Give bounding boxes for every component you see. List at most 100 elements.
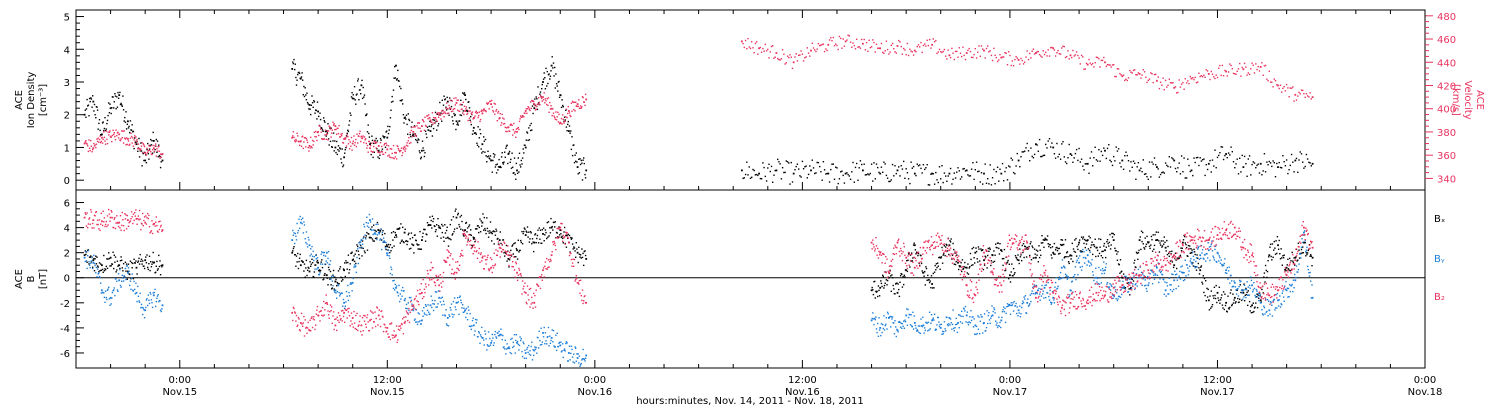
scatter-dot-ion-density [1293, 171, 1295, 173]
scatter-dot-ion-density [487, 150, 489, 152]
scatter-dot-ion-density [510, 158, 512, 161]
scatter-dot-velocity [480, 110, 482, 112]
scatter-dot-by [132, 289, 134, 291]
scatter-dot-velocity [351, 149, 353, 151]
scatter-dot-ion-density [101, 122, 104, 124]
scatter-dot-bx [1283, 254, 1285, 256]
scatter-dot-bx [990, 264, 992, 267]
scatter-dot-ion-density [324, 130, 327, 133]
scatter-dot-bx [399, 242, 401, 244]
scatter-dot-by [1076, 259, 1078, 261]
scatter-dot-velocity [1251, 62, 1253, 64]
scatter-dot-velocity [922, 44, 925, 47]
scatter-dot-bx [345, 262, 348, 264]
scatter-dot-bx [1232, 293, 1234, 295]
scatter-dot-velocity [849, 41, 852, 43]
scatter-dot-bx [1016, 259, 1018, 261]
scatter-dot-ion-density [116, 96, 118, 98]
point-by-2-40 [1216, 251, 1219, 254]
scatter-dot-bx [1237, 297, 1239, 300]
point-velocity-2-24 [1156, 79, 1158, 82]
scatter-dot-by [1204, 254, 1206, 256]
scatter-dot-velocity [470, 112, 472, 114]
scatter-dot-velocity [566, 116, 568, 119]
point-by-1-4 [325, 251, 328, 254]
scatter-dot-bx [982, 249, 984, 251]
scatter-dot-bx [311, 262, 314, 264]
scatter-dot-velocity [529, 109, 531, 112]
scatter-dot-bz [148, 214, 150, 217]
scatter-dot-by [930, 314, 933, 316]
scatter-dot-ion-density [1224, 154, 1226, 157]
scatter-dot-bx [527, 236, 529, 238]
scatter-dot-bx [409, 238, 411, 240]
point-velocity-2-8 [879, 47, 882, 50]
scatter-dot-by [979, 320, 981, 322]
scatter-dot-by [338, 291, 340, 294]
scatter-dot-ion-density [1068, 143, 1070, 146]
scatter-dot-bx [911, 260, 913, 262]
point-ion-density-1-5 [334, 146, 337, 149]
scatter-dot-ion-density [1300, 153, 1303, 155]
scatter-dot-bx [99, 269, 101, 272]
scatter-dot-bx [517, 239, 519, 241]
scatter-dot-by [1308, 275, 1311, 277]
scatter-dot-bx [100, 263, 102, 265]
scatter-dot-by [1303, 230, 1306, 232]
scatter-dot-by [462, 304, 464, 306]
scatter-dot-by [295, 235, 297, 237]
scatter-dot-velocity [1030, 57, 1032, 59]
scatter-dot-by [1135, 283, 1137, 285]
scatter-dot-ion-density [1192, 174, 1194, 177]
scatter-dot-ion-density [828, 181, 831, 183]
scatter-dot-bx [463, 229, 466, 232]
scatter-dot-velocity [340, 133, 342, 135]
point-bz-0-9 [161, 229, 164, 231]
scatter-dot-by [1276, 307, 1278, 309]
scatter-dot-bx [444, 232, 447, 234]
scatter-dot-by [294, 232, 296, 235]
scatter-dot-by [440, 297, 442, 299]
scatter-dot-by [1293, 287, 1295, 289]
scatter-dot-bx [470, 229, 472, 231]
scatter-dot-bx [950, 238, 952, 240]
scatter-dot-velocity [520, 115, 522, 117]
scatter-dot-by [1163, 293, 1165, 295]
scatter-dot-bx [1184, 242, 1186, 244]
point-velocity-1-13 [403, 146, 406, 148]
scatter-dot-bx [1137, 252, 1140, 254]
scatter-dot-bx [1148, 245, 1151, 247]
scatter-dot-ion-density [104, 117, 106, 119]
scatter-dot-velocity [106, 138, 108, 141]
scatter-dot-velocity [327, 130, 330, 132]
scatter-dot-bx [1311, 265, 1313, 267]
scatter-dot-by [410, 299, 413, 302]
scatter-dot-bx [336, 281, 338, 284]
point-bx-1-22 [481, 221, 484, 224]
scatter-dot-bx [301, 260, 303, 262]
scatter-dot-ion-density [550, 70, 552, 72]
point-ion-density-2-18 [1052, 146, 1055, 149]
point-bx-1-6 [343, 269, 345, 272]
scatter-dot-ion-density [115, 108, 117, 110]
scatter-dot-velocity [342, 142, 345, 144]
scatter-dot-bz [138, 209, 141, 212]
scatter-dot-bx [136, 273, 138, 275]
point-bz-0-5 [127, 219, 129, 221]
scatter-dot-ion-density [453, 114, 456, 117]
scatter-dot-bx [904, 276, 906, 278]
scatter-dot-velocity [363, 136, 366, 138]
scatter-dot-ion-density [378, 157, 380, 160]
scatter-dot-by [1077, 257, 1080, 259]
scatter-dot-by [408, 309, 410, 312]
scatter-dot-velocity [575, 101, 577, 103]
point-by-2-3 [896, 329, 899, 332]
scatter-dot-ion-density [486, 161, 488, 163]
scatter-dot-velocity [113, 132, 115, 134]
scatter-dot-ion-density [975, 161, 978, 163]
scatter-dot-velocity [116, 134, 118, 137]
scatter-dot-by [1274, 309, 1276, 311]
scatter-dot-bx [1109, 233, 1111, 236]
scatter-dot-ion-density [141, 165, 143, 167]
scatter-dot-velocity [1310, 98, 1312, 100]
